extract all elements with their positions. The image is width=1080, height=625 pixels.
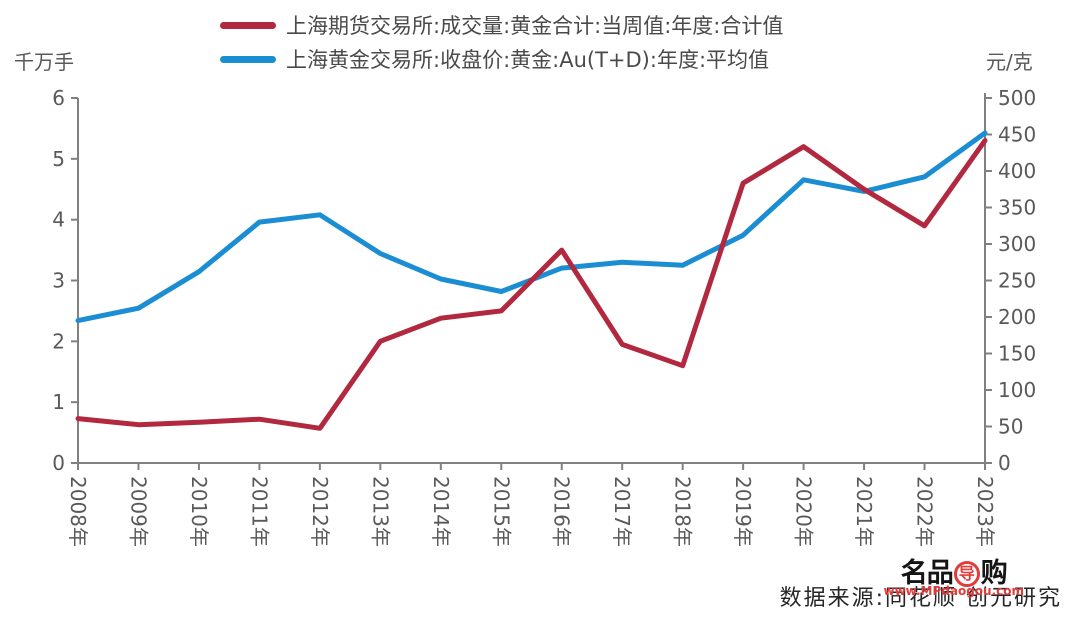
price-series-line: [75, 130, 988, 324]
volume-line-swatch: [220, 21, 276, 29]
price-legend-label: 上海黄金交易所:收盘价:黄金:Au(T+D):年度:平均值: [286, 48, 770, 72]
volume-legend-label: 上海期货交易所:成交量:黄金合计:当周值:年度:合计值: [286, 14, 784, 38]
x-axis-tick-label: 2016年: [550, 476, 574, 547]
x-axis-tick-label: 2023年: [973, 476, 997, 547]
x-axis-tick-label: 2012年: [308, 476, 332, 547]
watermark-url: www.MPdaogou.com: [883, 584, 1024, 598]
left-axis-tick-label: 5: [52, 147, 65, 171]
price-line-swatch: [220, 55, 276, 63]
chart-legend: 上海期货交易所:成交量:黄金合计:当周值:年度:合计值 上海黄金交易所:收盘价:…: [220, 12, 783, 72]
x-axis-tick-label: 2020年: [792, 476, 816, 547]
x-axis-tick-label: 2011年: [247, 476, 271, 547]
right-axis-tick-label: 200: [998, 305, 1036, 329]
x-axis-tick-label: 2017年: [610, 476, 634, 547]
x-axis-tick-label: 2018年: [671, 476, 695, 547]
right-axis-tick-label: 350: [998, 196, 1036, 220]
x-axis-tick-label: 2013年: [368, 476, 392, 547]
watermark-logo-suffix: 购: [980, 558, 1008, 589]
x-axis-tick-label: 2010年: [187, 476, 211, 547]
x-axis-tick-label: 2021年: [852, 476, 876, 547]
legend-item-volume: 上海期货交易所:成交量:黄金合计:当周值:年度:合计值: [220, 12, 783, 38]
watermark-logo: 名品 导 购: [883, 560, 1024, 587]
left-axis-tick-label: 3: [52, 269, 65, 293]
left-axis-tick-label: 1: [52, 390, 65, 414]
right-axis-tick-label: 0: [998, 451, 1011, 475]
right-axis-tick-label: 100: [998, 378, 1036, 402]
left-axis-tick-label: 0: [52, 451, 65, 475]
data-source-text: 数据来源:同花顺 创元研究: [779, 586, 1062, 611]
volume-series-line: [75, 138, 988, 431]
right-axis-tick-label: 300: [998, 232, 1036, 256]
x-axis-tick-label: 2022年: [913, 476, 937, 547]
left-axis-unit-label: 千万手: [14, 50, 74, 74]
right-axis-tick-label: 400: [998, 159, 1036, 183]
right-axis-tick-label: 150: [998, 342, 1036, 366]
watermark-logo-circle-icon: 导: [953, 560, 980, 587]
watermark-logo-prefix: 名品: [900, 558, 954, 589]
x-axis-tick-label: 2014年: [429, 476, 453, 547]
right-axis-unit-label: 元/克: [986, 50, 1033, 74]
left-axis-tick-label: 6: [52, 86, 65, 110]
left-axis-tick-label: 4: [52, 208, 65, 232]
x-axis-tick-label: 2008年: [66, 476, 90, 547]
right-axis-tick-label: 500: [998, 86, 1036, 110]
legend-item-price: 上海黄金交易所:收盘价:黄金:Au(T+D):年度:平均值: [220, 46, 783, 72]
right-axis-tick-label: 250: [998, 269, 1036, 293]
right-axis-tick-label: 450: [998, 123, 1036, 147]
site-watermark: 名品 导 购 www.MPdaogou.com: [883, 560, 1024, 598]
x-axis-tick-label: 2019年: [731, 476, 755, 547]
right-axis-tick-label: 50: [998, 415, 1023, 439]
x-axis-tick-label: 2009年: [126, 476, 150, 547]
x-axis-tick-label: 2015年: [489, 476, 513, 547]
left-axis-tick-label: 2: [52, 329, 65, 353]
